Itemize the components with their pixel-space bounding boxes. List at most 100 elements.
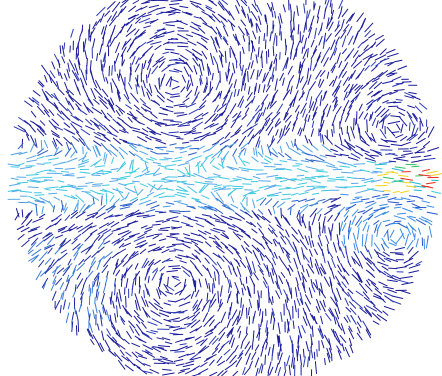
vector-arrow (70, 195, 78, 200)
vector-arrow (139, 248, 147, 254)
vector-arrow (290, 85, 293, 95)
vector-arrow (213, 184, 222, 188)
vector-arrow (296, 252, 301, 265)
vector-arrow (141, 132, 149, 136)
vector-arrow (145, 234, 155, 238)
vector-arrow (114, 60, 116, 72)
vector-arrow (337, 264, 342, 273)
vector-arrow (158, 229, 169, 231)
vector-arrow (147, 275, 150, 284)
vector-arrow (165, 291, 173, 295)
vector-arrow (381, 118, 385, 129)
vector-arrow (253, 0, 257, 7)
vector-arrow (288, 264, 294, 272)
vector-arrow (426, 170, 439, 174)
vector-arrow (260, 145, 264, 155)
vector-arrow (245, 326, 248, 334)
vector-arrow (217, 290, 220, 304)
vector-arrow (129, 72, 131, 82)
vector-arrow (234, 212, 246, 220)
vector-arrow (291, 192, 299, 196)
vector-arrow (129, 159, 133, 170)
vector-arrow (80, 285, 85, 295)
vector-arrow (358, 24, 364, 32)
vector-arrow (48, 192, 58, 195)
vector-arrow (386, 140, 397, 143)
vector-arrow (274, 10, 277, 19)
vector-arrow (351, 274, 361, 283)
vector-arrow (258, 228, 265, 236)
vector-arrow (311, 175, 324, 178)
vector-arrow (156, 90, 165, 99)
vector-arrow (419, 102, 428, 110)
vector-arrow (121, 59, 125, 67)
vector-arrow (230, 326, 234, 335)
vector-arrow (96, 6, 106, 16)
vector-arrow (136, 315, 145, 323)
vector-arrow (86, 58, 88, 67)
vector-arrow (191, 132, 202, 135)
vector-arrow (253, 147, 255, 156)
vector-arrow (330, 148, 338, 152)
vector-arrow (301, 282, 306, 293)
vector-arrow (243, 148, 247, 156)
vector-arrow (184, 237, 197, 242)
vector-arrow (141, 13, 152, 18)
vector-arrow (184, 130, 197, 136)
vector-arrow (27, 249, 34, 255)
vector-arrow (185, 345, 193, 349)
vector-arrow (15, 208, 20, 218)
vector-arrow (273, 54, 278, 65)
vector-arrow (426, 237, 429, 249)
vector-arrow (232, 154, 238, 165)
vector-arrow (92, 183, 103, 185)
vector-arrow (146, 330, 156, 335)
vector-arrow (371, 117, 377, 126)
vector-arrow (151, 269, 158, 281)
vector-arrow (89, 60, 92, 71)
vector-arrow (115, 269, 121, 277)
vector-arrow (40, 140, 43, 151)
vector-arrow (294, 142, 299, 151)
vector-arrow (147, 288, 151, 297)
vector-arrow (140, 196, 149, 201)
vector-arrow (275, 274, 279, 285)
vector-arrow (189, 260, 197, 268)
vector-arrow (67, 62, 70, 72)
vector-arrow (383, 306, 395, 311)
vector-arrow (59, 161, 67, 164)
vector-arrow (93, 117, 104, 126)
vector-arrow (226, 318, 232, 328)
vector-arrow (57, 228, 66, 233)
vector-arrow (216, 64, 220, 73)
vector-arrow (395, 59, 403, 62)
vector-arrow (255, 23, 258, 33)
vector-arrow (297, 24, 300, 35)
vector-arrow (330, 9, 335, 21)
vector-arrow (72, 135, 80, 142)
vector-arrow (157, 347, 167, 352)
vector-arrow (185, 360, 195, 364)
vector-arrow (296, 209, 300, 218)
vector-arrow (380, 113, 391, 123)
vector-arrow (338, 0, 344, 9)
vector-arrow (251, 95, 256, 104)
vector-arrow (90, 229, 98, 235)
vector-arrow (414, 105, 423, 114)
vector-arrow (189, 0, 202, 5)
vector-arrow (136, 136, 147, 143)
vector-arrow (17, 162, 25, 166)
vector-arrow (427, 147, 440, 152)
vector-arrow (92, 197, 95, 205)
vector-arrow (376, 107, 386, 117)
vector-arrow (73, 246, 81, 257)
vector-arrow (400, 190, 410, 194)
vector-arrow (278, 187, 291, 190)
vector-arrow (216, 269, 220, 277)
vector-arrow (195, 255, 202, 263)
vector-arrow (204, 257, 210, 264)
vector-arrow (250, 18, 254, 27)
vector-arrow (320, 328, 324, 339)
vector-arrow (323, 46, 331, 58)
vector-arrow (37, 150, 49, 156)
